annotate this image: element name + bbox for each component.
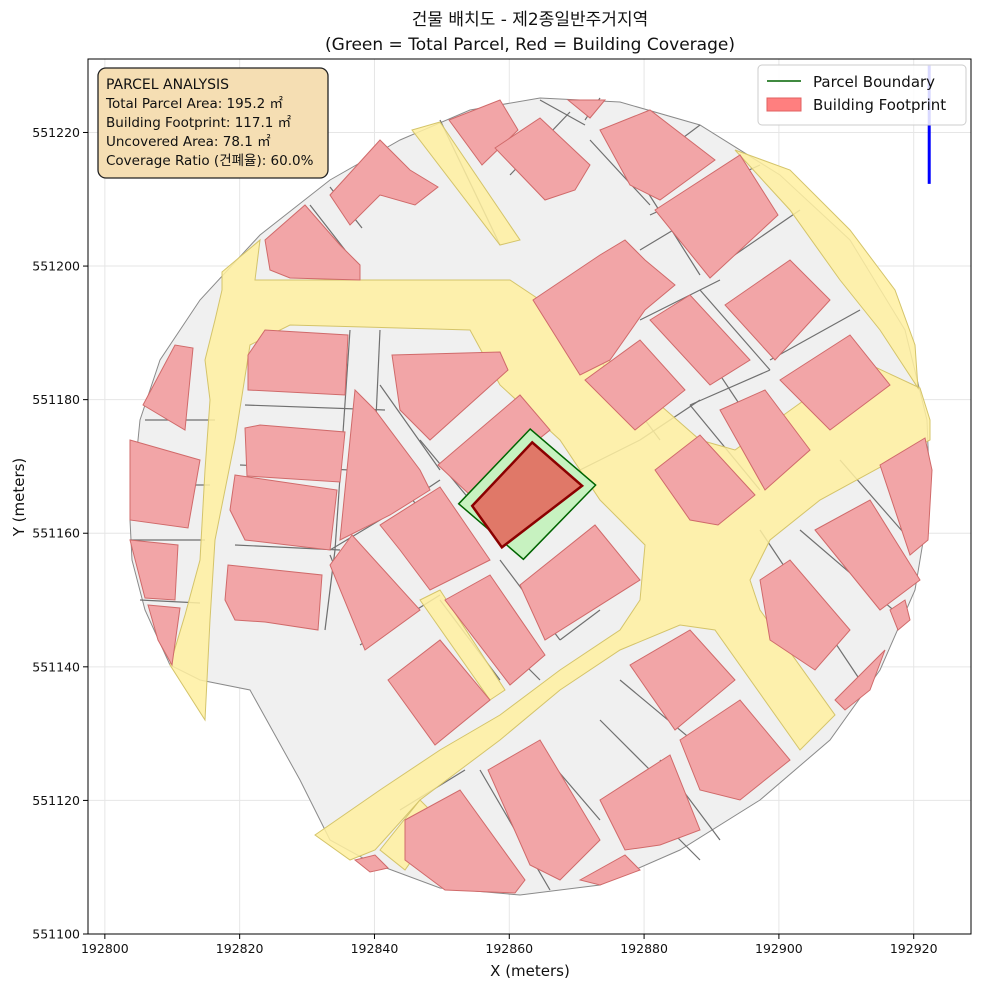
- target-building[interactable]: [470, 440, 585, 550]
- road-north-south-upper: [411, 121, 521, 246]
- legend-background: [757, 64, 967, 126]
- building: [779, 334, 891, 431]
- building: [599, 109, 716, 201]
- x-tick-label: 192880: [620, 941, 668, 956]
- road-east-west-upper: [169, 238, 931, 861]
- building: [532, 239, 676, 376]
- y-axis-label: Y (meters): [10, 458, 28, 538]
- parcel-analysis-box: PARCEL ANALYSIS Total Parcel Area: 195.2…: [97, 67, 329, 179]
- building: [448, 99, 519, 166]
- building: [224, 564, 323, 631]
- chart-title: 건물 배치도 - 제2종일반주거지역: [412, 10, 648, 30]
- building: [244, 424, 346, 483]
- info-line-coverage-ratio: Coverage Ratio (건폐율): 60.0%: [106, 153, 314, 169]
- building: [129, 439, 201, 529]
- building: [329, 139, 439, 226]
- building: [649, 294, 751, 386]
- x-tick-label: 192900: [755, 941, 803, 956]
- legend-building-footprint-label: Building Footprint: [813, 96, 946, 114]
- legend-building-footprint-swatch: [766, 97, 802, 112]
- legend-parcel-boundary-label: Parcel Boundary: [813, 73, 935, 91]
- y-tick-label: 551100: [32, 927, 80, 942]
- x-tick-label: 192820: [216, 941, 264, 956]
- y-tick-label: 551220: [32, 125, 80, 140]
- info-box-background: [97, 67, 329, 179]
- legend: Parcel Boundary Building Footprint: [757, 64, 967, 126]
- x-axis-ticks: 192800 192820 192840 192860 192880 192900 1929…: [81, 934, 938, 956]
- info-line-uncovered-area: Uncovered Area: 78.1 ㎡: [106, 134, 271, 150]
- building: [599, 754, 701, 851]
- building: [391, 351, 509, 441]
- x-tick-label: 192800: [81, 941, 129, 956]
- building: [724, 259, 831, 361]
- building: [437, 394, 551, 496]
- building: [879, 437, 933, 556]
- info-box-title: PARCEL ANALYSIS: [106, 77, 229, 93]
- building: [566, 99, 607, 119]
- buildings: [129, 99, 933, 894]
- building: [404, 789, 526, 894]
- building: [679, 699, 791, 801]
- building: [487, 739, 601, 881]
- building: [247, 329, 349, 396]
- building: [387, 639, 491, 746]
- building: [719, 389, 811, 491]
- building: [229, 474, 338, 551]
- building: [142, 344, 194, 431]
- building: [444, 574, 546, 686]
- roads: [169, 121, 931, 871]
- building: [889, 599, 911, 631]
- building: [834, 649, 886, 711]
- building: [584, 339, 686, 431]
- building: [129, 539, 179, 601]
- y-tick-label: 551140: [32, 659, 80, 674]
- road-east-edge: [734, 149, 919, 390]
- x-tick-label: 192920: [890, 941, 938, 956]
- building: [654, 434, 756, 526]
- y-tick-label: 551120: [32, 793, 80, 808]
- building: [494, 117, 591, 201]
- info-line-building-footprint: Building Footprint: 117.1 ㎡: [106, 115, 292, 131]
- y-tick-label: 551200: [32, 259, 80, 274]
- building: [814, 499, 921, 611]
- chart-subtitle: (Green = Total Parcel, Red = Building Co…: [325, 35, 735, 55]
- building: [147, 604, 181, 667]
- x-tick-label: 192860: [485, 941, 533, 956]
- building: [379, 486, 491, 591]
- y-axis-ticks: 551100 551120 551140 551160 551180 551200 5512…: [32, 125, 88, 942]
- building: [264, 204, 361, 281]
- plot-frame: [87, 58, 972, 935]
- building: [329, 534, 421, 651]
- building: [339, 388, 431, 541]
- y-tick-label: 551160: [32, 526, 80, 541]
- building: [654, 154, 779, 279]
- plot-area: 192800 192820 192840 192860 192880 192900 1929…: [32, 58, 972, 956]
- building: [353, 854, 389, 873]
- building: [629, 629, 736, 731]
- building: [519, 524, 641, 641]
- building: [578, 854, 641, 886]
- x-axis-label: X (meters): [490, 962, 570, 980]
- info-line-total-area: Total Parcel Area: 195.2 ㎡: [105, 96, 283, 112]
- x-tick-label: 192840: [351, 941, 399, 956]
- building: [759, 559, 851, 671]
- y-tick-label: 551180: [32, 392, 80, 407]
- road-small-link: [419, 589, 506, 701]
